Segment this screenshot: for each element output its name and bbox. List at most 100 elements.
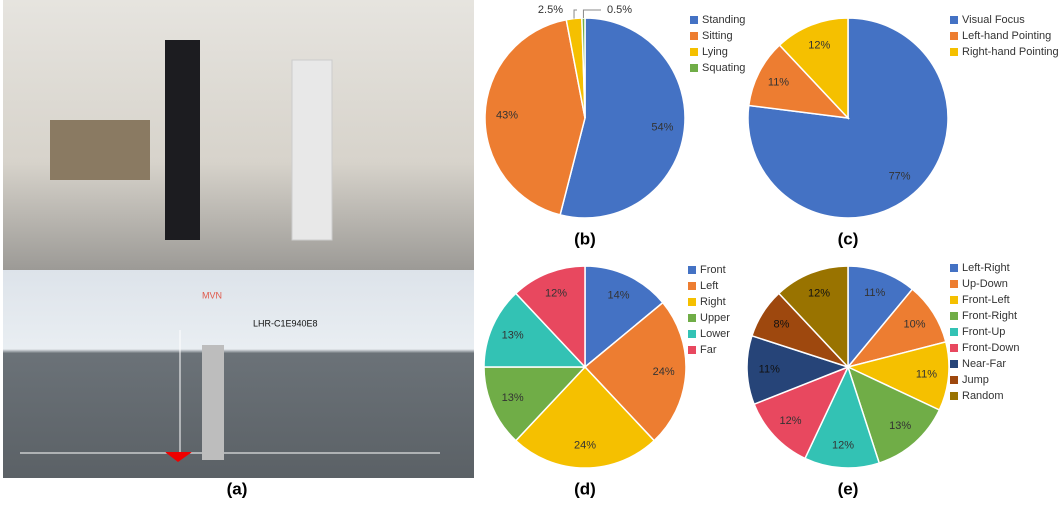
value-label: 54% (651, 122, 673, 134)
panel-caption: (b) (574, 229, 596, 248)
legend-label: Jump (962, 374, 989, 386)
value-label: 0.5% (607, 4, 632, 16)
legend-swatch (950, 376, 958, 384)
value-label: 13% (889, 420, 911, 432)
value-label: 12% (808, 288, 830, 300)
avatar (202, 345, 224, 460)
value-label: 24% (574, 440, 596, 452)
leader-line (573, 9, 577, 19)
value-label: 11% (759, 363, 780, 375)
value-label: 24% (653, 366, 675, 378)
pie-slice (803, 364, 881, 469)
value-label: 8% (774, 319, 790, 331)
legend-label: Up-Down (962, 278, 1008, 290)
legend-swatch (690, 48, 698, 56)
legend-label: Left-hand Pointing (962, 30, 1051, 42)
pie-slice (746, 334, 851, 406)
legend-swatch (690, 64, 698, 72)
legend-swatch (950, 312, 958, 320)
legend-label: Random (962, 390, 1004, 402)
panel-caption: (e) (838, 479, 859, 498)
value-label: 12% (545, 288, 567, 300)
pie-slice (514, 265, 586, 369)
legend-label: Lying (702, 46, 728, 58)
value-label: 12% (832, 440, 854, 452)
legend-label: Squating (702, 62, 745, 74)
legend-label: Front (700, 264, 726, 276)
legend-swatch (950, 48, 958, 56)
legend-swatch (690, 32, 698, 40)
legend-swatch (950, 296, 958, 304)
value-label: 13% (502, 392, 524, 404)
origin-marker (165, 452, 192, 462)
pie-slice (753, 365, 850, 460)
photo-render (3, 270, 474, 478)
legend-swatch (688, 282, 696, 290)
legend-label: Lower (700, 328, 730, 340)
legend-label: Upper (700, 312, 730, 324)
legend-label: Front-Up (962, 326, 1005, 338)
legend-label: Front-Left (962, 294, 1010, 306)
pie-slice (584, 265, 664, 369)
panel-caption: (c) (838, 229, 859, 248)
photo-label: MVN (202, 290, 222, 300)
panel-caption: (d) (574, 479, 596, 498)
legend-label: Right-hand Pointing (962, 46, 1059, 58)
legend-label: Standing (702, 14, 745, 26)
person-2 (291, 59, 333, 241)
value-label: 12% (808, 39, 830, 51)
pie-slice (846, 365, 941, 465)
legend-swatch (950, 32, 958, 40)
pie-slice (845, 340, 950, 412)
value-label: 11% (768, 76, 789, 88)
legend-swatch (688, 346, 696, 354)
photo-label: LHR-C1E940E8 (253, 318, 318, 328)
legend-swatch (688, 298, 696, 306)
legend-label: Near-Far (962, 358, 1006, 370)
value-label: 77% (889, 170, 911, 182)
pie-slice (583, 301, 687, 442)
legend-swatch (950, 264, 958, 272)
legend-swatch (950, 16, 958, 24)
pie-slice (559, 17, 686, 219)
panel-caption: (a) (227, 479, 248, 498)
legend-swatch (688, 266, 696, 274)
pie-slice (778, 17, 849, 120)
legend-label: Far (700, 344, 717, 356)
value-label: 11% (864, 287, 885, 299)
pie-slice (777, 265, 849, 369)
legend-label: Front-Right (962, 310, 1017, 322)
legend-swatch (950, 344, 958, 352)
legend-label: Sitting (702, 30, 733, 42)
value-label: 11% (916, 368, 937, 380)
value-label: 10% (904, 319, 926, 331)
legend-swatch (950, 328, 958, 336)
legend-swatch (950, 280, 958, 288)
legend-label: Visual Focus (962, 14, 1025, 26)
legend-swatch (688, 330, 696, 338)
pie-slice (747, 44, 850, 120)
value-label: 2.5% (538, 4, 563, 16)
legend-label: Left-Right (962, 262, 1010, 274)
person-1 (165, 40, 200, 240)
pie-slice (483, 366, 587, 442)
pie-slice (484, 18, 586, 216)
pie-slice (847, 265, 914, 370)
legend-label: Left (700, 280, 718, 292)
pie-slice (514, 365, 656, 469)
legend-swatch (950, 360, 958, 368)
pie-slice (483, 292, 587, 368)
value-label: 14% (608, 290, 630, 302)
leader-line (582, 9, 601, 19)
value-label: 13% (502, 330, 524, 342)
value-label: 12% (780, 415, 802, 427)
legend-swatch (688, 314, 696, 322)
legend-swatch (690, 16, 698, 24)
legend-label: Right (700, 296, 726, 308)
legend-swatch (950, 392, 958, 400)
legend-label: Front-Down (962, 342, 1019, 354)
value-label: 43% (496, 109, 518, 121)
sofa (50, 120, 150, 180)
